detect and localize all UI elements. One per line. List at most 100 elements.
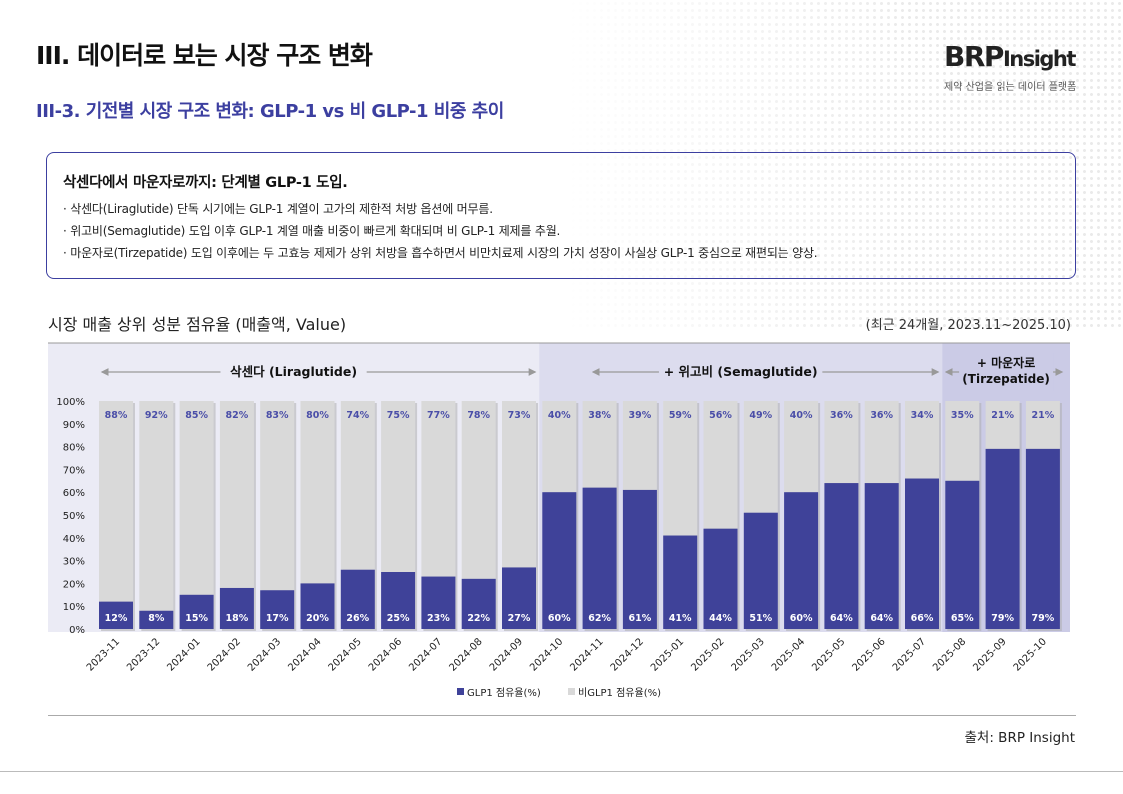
data-label-non-glp1: 49%: [749, 410, 772, 421]
y-tick-label: 70%: [63, 465, 85, 476]
bar-non-glp1: [542, 401, 577, 493]
bar-non-glp1: [784, 401, 819, 493]
x-tick-label: 2024-06: [367, 636, 404, 673]
bar-glp1: [905, 478, 939, 629]
bar-non-glp1: [340, 401, 375, 570]
x-tick-label: 2024-08: [447, 636, 484, 673]
x-tick-label: 2024-07: [407, 636, 444, 673]
data-label-glp1: 20%: [306, 613, 329, 624]
data-label-glp1: 64%: [870, 613, 893, 624]
phase-label-bg: [658, 362, 823, 382]
data-label-glp1: 61%: [629, 613, 652, 624]
x-tick-label: 2025-04: [770, 636, 807, 673]
phase-band: [539, 343, 943, 632]
y-tick-label: 20%: [63, 579, 85, 590]
data-label-glp1: 18%: [226, 613, 249, 624]
y-tick-label: 80%: [63, 443, 85, 454]
bar-glp1: [421, 576, 456, 629]
bar-shadow: [907, 403, 941, 631]
data-label-glp1: 79%: [1032, 613, 1055, 624]
bar-shadow: [786, 403, 821, 631]
bar-shadow: [987, 403, 1022, 631]
bar-non-glp1: [1025, 401, 1060, 449]
bar-glp1: [219, 587, 254, 629]
data-label-non-glp1: 77%: [427, 410, 450, 421]
data-label-glp1: 66%: [911, 613, 934, 624]
source-note: 출처: BRP Insight: [964, 730, 1076, 746]
data-label-non-glp1: 92%: [145, 410, 168, 421]
data-label-non-glp1: 21%: [1032, 410, 1055, 421]
bar-non-glp1: [905, 401, 939, 479]
data-label-non-glp1: 83%: [266, 410, 289, 421]
bar-non-glp1: [179, 401, 214, 595]
x-tick-label: 2024-05: [327, 636, 364, 673]
data-label-non-glp1: 40%: [548, 410, 571, 421]
x-tick-label: 2023-11: [85, 636, 122, 673]
bar-glp1: [824, 483, 859, 629]
bar-non-glp1: [219, 401, 254, 588]
divider: [48, 715, 1076, 716]
bar-shadow: [544, 403, 579, 631]
phase-band: [942, 343, 1070, 632]
bar-glp1: [502, 567, 536, 629]
x-tick-label: 2025-06: [850, 636, 887, 673]
data-label-glp1: 44%: [709, 613, 732, 624]
bar-glp1: [703, 528, 738, 629]
bar-glp1: [663, 535, 698, 629]
chart-title: 시장 매출 상위 성분 점유율 (매출액, Value): [48, 315, 347, 334]
bar-glp1: [743, 512, 778, 629]
bar-non-glp1: [663, 401, 698, 536]
legend-swatch-glp1: [457, 688, 464, 695]
bar-glp1: [622, 489, 657, 629]
summary-bullet: · 삭센다(Liraglutide) 단독 시기에는 GLP-1 계열이 고가의…: [63, 202, 493, 216]
y-tick-label: 100%: [56, 397, 85, 408]
page-subtitle: III-3. 기전별 시장 구조 변화: GLP-1 vs 비 GLP-1 비중…: [36, 101, 504, 122]
bar-non-glp1: [300, 401, 335, 584]
x-tick-label: 2024-03: [246, 636, 283, 673]
bar-non-glp1: [703, 401, 738, 529]
x-tick-label: 2024-02: [206, 636, 243, 673]
bar-shadow: [745, 403, 780, 631]
world-map-dots: [563, 0, 1123, 330]
x-tick-label: 2025-07: [891, 636, 928, 673]
bar-glp1: [582, 487, 617, 629]
bar-non-glp1: [824, 401, 859, 484]
bar-glp1: [300, 583, 335, 629]
bar-non-glp1: [582, 401, 617, 488]
data-label-glp1: 79%: [991, 613, 1014, 624]
data-label-non-glp1: 21%: [991, 410, 1014, 421]
bar-shadow: [302, 403, 337, 631]
data-label-non-glp1: 34%: [911, 410, 934, 421]
data-label-non-glp1: 36%: [830, 410, 853, 421]
data-label-non-glp1: 75%: [387, 410, 410, 421]
data-label-non-glp1: 74%: [346, 410, 369, 421]
bar-glp1: [1025, 448, 1060, 629]
data-label-non-glp1: 59%: [669, 410, 692, 421]
data-label-glp1: 62%: [588, 613, 611, 624]
section-title: III. 데이터로 보는 시장 구조 변화: [36, 41, 373, 70]
bar-glp1: [864, 483, 899, 629]
summary-box: 삭센다에서 마운자로까지: 단계별 GLP-1 도입. · 삭센다(Liragl…: [46, 152, 1076, 279]
data-label-glp1: 23%: [427, 613, 450, 624]
x-tick-label: 2025-10: [1012, 636, 1049, 673]
legend-label-glp1: GLP1 점유율(%): [467, 687, 541, 699]
bar-shadow: [826, 403, 861, 631]
bar-glp1: [461, 578, 496, 629]
bar-shadow: [262, 403, 297, 631]
data-label-non-glp1: 88%: [105, 410, 128, 421]
data-label-glp1: 17%: [266, 613, 289, 624]
x-tick-label: 2025-08: [931, 636, 968, 673]
bar-shadow: [1027, 403, 1062, 631]
data-label-non-glp1: 82%: [226, 410, 249, 421]
data-label-non-glp1: 35%: [951, 410, 974, 421]
bar-non-glp1: [945, 401, 980, 481]
bar-non-glp1: [421, 401, 456, 577]
data-label-glp1: 65%: [951, 613, 974, 624]
bar-non-glp1: [743, 401, 778, 513]
bar-shadow: [101, 403, 135, 631]
bar-shadow: [947, 403, 982, 631]
x-tick-label: 2024-10: [528, 636, 565, 673]
period-label: (최근 24개월, 2023.11~2025.10): [865, 318, 1071, 333]
x-tick-label: 2024-11: [568, 636, 605, 673]
bar-non-glp1: [502, 401, 536, 568]
